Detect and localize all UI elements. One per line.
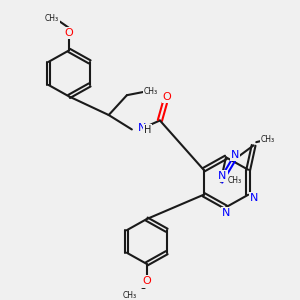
Text: CH₃: CH₃	[45, 14, 59, 23]
Text: O: O	[142, 277, 151, 286]
Text: O: O	[163, 92, 172, 102]
Text: CH₃: CH₃	[260, 135, 274, 144]
Text: N: N	[222, 208, 230, 218]
Text: CH₃: CH₃	[122, 291, 136, 300]
Text: O: O	[65, 28, 74, 38]
Text: N: N	[138, 124, 146, 134]
Text: N: N	[250, 193, 258, 203]
Text: CH₃: CH₃	[227, 176, 242, 184]
Text: H: H	[144, 125, 152, 135]
Text: CH₃: CH₃	[144, 87, 158, 96]
Text: N: N	[231, 150, 239, 160]
Text: N: N	[218, 171, 226, 181]
